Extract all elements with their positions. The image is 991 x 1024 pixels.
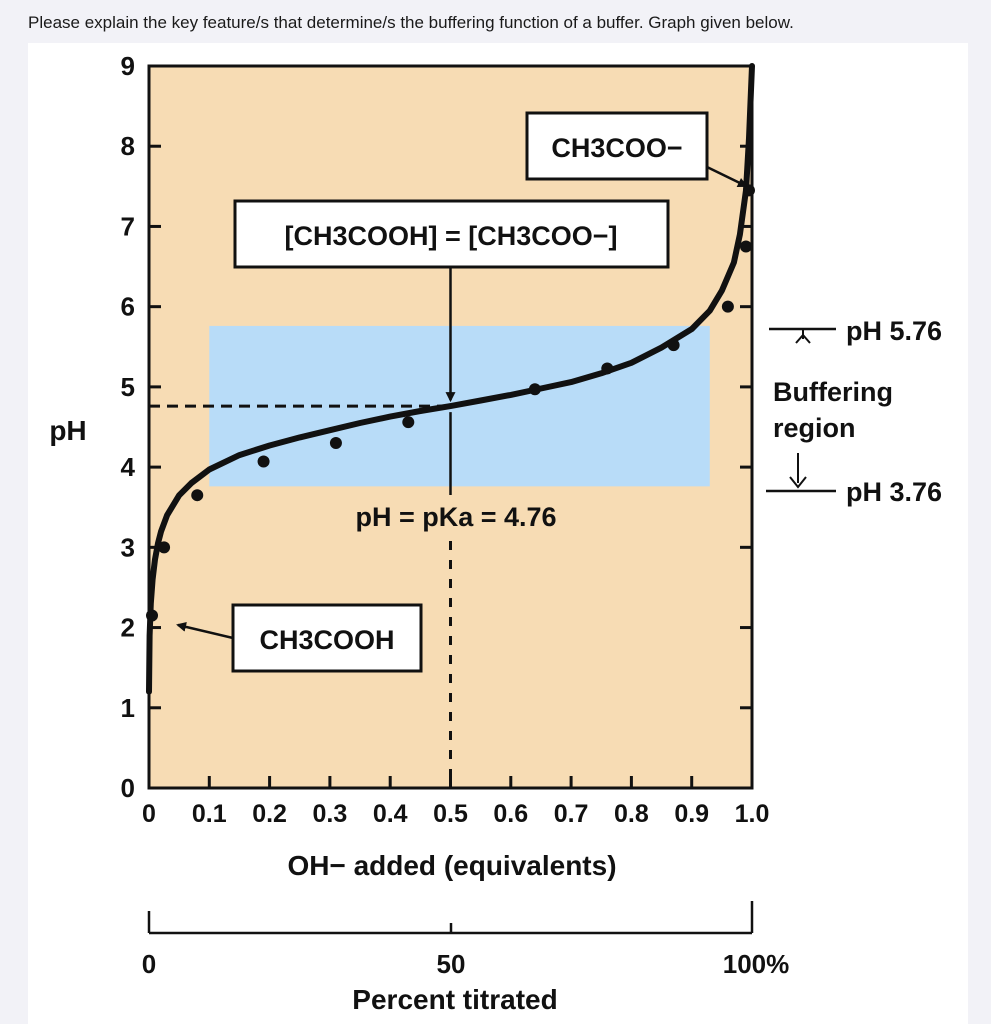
pka-label: pH = pKa = 4.76 (355, 502, 556, 532)
data-point (158, 541, 171, 554)
data-point (402, 416, 415, 429)
x-tick-label: 0.4 (373, 800, 408, 828)
y-tick-label: 8 (121, 131, 135, 161)
equal-concentration-annotation: [CH3COOH] = [CH3COO−] (233, 199, 670, 269)
conjugate-base-annotation: CH3COO− (525, 111, 748, 188)
y-tick-label: 5 (121, 372, 135, 402)
y-tick-label: 1 (121, 693, 135, 723)
y-axis-label: pH (49, 415, 86, 446)
plot-frame (147, 64, 754, 790)
x-tick-label: 0.2 (252, 800, 287, 828)
y-tick-label: 2 (121, 613, 135, 643)
percent-titrated-axis: 0 50 100% Percent titrated (142, 901, 789, 1015)
chart-card: 0 1 2 3 4 5 6 7 8 9 0 0.1 0.2 0.3 0.4 0.5 0.6 0.7 0.8 0.9 1.… (28, 43, 968, 1024)
x-tick-label: 0 (142, 800, 156, 828)
weak-acid-annotation: CH3COOH (176, 603, 423, 673)
x-tick-label: 0.8 (614, 800, 649, 828)
x-tick-label: 0.1 (192, 800, 227, 828)
lower-ph-label: pH 3.76 (846, 477, 942, 507)
conjugate-base-label: CH3COO− (551, 133, 682, 163)
data-point (329, 437, 342, 450)
x-tick-label: 0.3 (313, 800, 348, 828)
data-point (739, 240, 752, 253)
data-point (721, 300, 734, 313)
titration-chart: 0 1 2 3 4 5 6 7 8 9 0 0.1 0.2 0.3 0.4 0.5 0.6 0.7 0.8 0.9 1.… (49, 51, 942, 1015)
x-tick-label: 0.9 (674, 800, 709, 828)
secondary-axis-label: Percent titrated (352, 984, 557, 1015)
region-label: region (773, 413, 856, 443)
data-point (528, 383, 541, 396)
data-point (257, 455, 270, 468)
x-tick-label: 0.6 (493, 800, 528, 828)
secondary-tick-0: 0 (142, 949, 156, 979)
secondary-tick-100: 100% (723, 949, 790, 979)
x-tick-label: 0.7 (554, 800, 589, 828)
data-point (667, 339, 680, 352)
weak-acid-label: CH3COOH (259, 625, 394, 655)
y-tick-label: 7 (121, 211, 135, 241)
x-axis-label: OH− added (equivalents) (287, 850, 616, 881)
buffering-region-annotation: pH 5.76 Buffering region pH 3.76 (766, 316, 942, 507)
x-tick-label: 1.0 (735, 800, 770, 828)
x-tick-label: 0.5 (433, 800, 468, 828)
buffering-label: Buffering (773, 377, 893, 407)
y-tick-label: 6 (121, 292, 135, 322)
titration-curve (146, 63, 755, 695)
data-point (191, 489, 204, 502)
question-text: Please explain the key feature/s that de… (28, 13, 794, 32)
y-tick-label: 0 (121, 773, 135, 803)
y-tick-label: 4 (121, 452, 136, 482)
upper-ph-label: pH 5.76 (846, 316, 942, 346)
equal-concentration-label: [CH3COOH] = [CH3COO−] (284, 221, 617, 251)
axis-ticks: 0 1 2 3 4 5 6 7 8 9 0 0.1 0.2 0.3 0.4 0.5 0.6 0.7 0.8 0.9 1.… (121, 51, 770, 828)
y-tick-label: 3 (121, 532, 135, 562)
secondary-tick-50: 50 (437, 949, 466, 979)
y-tick-label: 9 (121, 51, 135, 81)
data-point (601, 362, 614, 375)
